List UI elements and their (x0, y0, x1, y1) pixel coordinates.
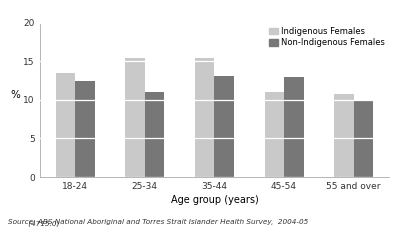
Text: (4715.0): (4715.0) (8, 220, 59, 227)
X-axis label: Age group (years): Age group (years) (170, 195, 258, 205)
Bar (75, 81, 94, 177)
Bar (264, 92, 284, 177)
Bar (214, 76, 234, 177)
Bar (284, 77, 304, 177)
Bar (145, 92, 164, 177)
Bar (125, 58, 145, 177)
Legend: Indigenous Females, Non-Indigenous Females: Indigenous Females, Non-Indigenous Femal… (266, 24, 388, 50)
Y-axis label: %: % (10, 90, 20, 100)
Bar (56, 73, 75, 177)
Bar (334, 94, 354, 177)
Text: Source: ABS National Aboriginal and Torres Strait Islander Health Survey,  2004-: Source: ABS National Aboriginal and Torr… (8, 219, 308, 225)
Bar (354, 100, 373, 177)
Bar (195, 58, 214, 177)
